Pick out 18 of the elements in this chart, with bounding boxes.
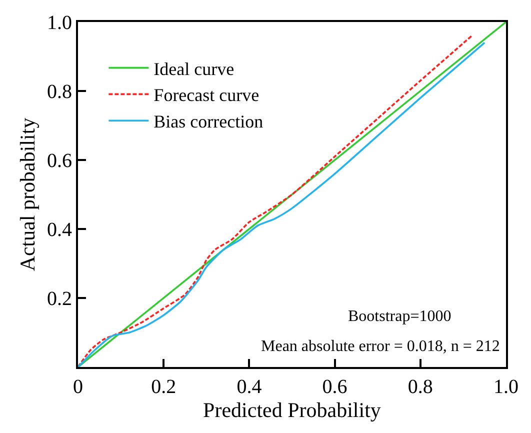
y-tick-label: 0.8 <box>47 81 72 103</box>
x-tick-label: 0.6 <box>322 376 348 398</box>
y-tick-label: 1.0 <box>47 12 72 34</box>
legend-label: Ideal curve <box>154 58 234 79</box>
x-tick-label: 0 <box>73 376 83 398</box>
annotation: Mean absolute error = 0.018, n = 212 <box>261 338 500 355</box>
x-tick-label: 1.0 <box>494 376 518 398</box>
legend-label: Bias correction <box>154 112 264 132</box>
x-tick-label: 0.4 <box>236 376 262 398</box>
annotation: Bootstrap=1000 <box>348 308 452 325</box>
y-axis-title: Actual probability <box>16 117 40 272</box>
x-axis-title: Predicted Probability <box>203 398 382 422</box>
x-tick-label: 0.2 <box>151 376 176 398</box>
x-tick-label: 0.8 <box>408 376 433 398</box>
y-tick-label: 0.4 <box>47 219 72 241</box>
legend-label: Forecast curve <box>154 85 260 106</box>
y-tick-label: 0.2 <box>47 288 72 310</box>
y-tick-label: 0.6 <box>47 150 72 172</box>
